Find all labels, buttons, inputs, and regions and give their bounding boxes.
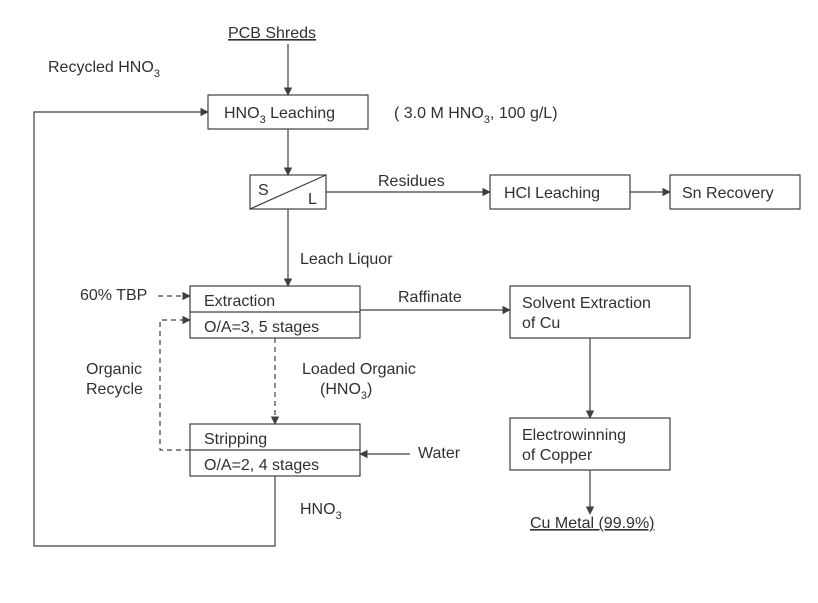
sn-recovery-label: Sn Recovery — [682, 185, 774, 202]
edge-e_strip_ext_recycle — [160, 320, 190, 450]
recycled-hno3-label: Recycled HNO3 — [48, 59, 160, 80]
ew-line2: of Copper — [522, 447, 593, 464]
stripping-line1: Stripping — [204, 431, 267, 448]
stripping-box: Stripping O/A=2, 4 stages — [190, 424, 360, 476]
tbp-label: 60% TBP — [80, 287, 147, 304]
solvent-extraction-cu-box: Solvent Extraction of Cu — [510, 286, 690, 338]
sx-cu-line2: of Cu — [522, 315, 560, 332]
hno3-out-label: HNO3 — [300, 501, 342, 522]
extraction-line2: O/A=3, 5 stages — [204, 319, 319, 336]
raffinate-label: Raffinate — [398, 289, 462, 306]
sx-cu-line1: Solvent Extraction — [522, 295, 651, 312]
loaded-organic-l1: Loaded Organic — [302, 361, 416, 378]
start-node-label: PCB Shreds — [228, 25, 316, 42]
sl-l-label: L — [308, 191, 317, 208]
leach-liquor-label: Leach Liquor — [300, 251, 393, 268]
hcl-leaching-label: HCl Leaching — [504, 185, 600, 202]
residues-label: Residues — [378, 173, 445, 190]
organic-recycle-l1: Organic — [86, 361, 142, 378]
extraction-box: Extraction O/A=3, 5 stages — [190, 286, 360, 338]
ew-line1: Electrowinning — [522, 427, 626, 444]
extraction-line1: Extraction — [204, 293, 275, 310]
flowchart-canvas: PCB Shreds HNO3 Leaching ( 3.0 M HNO3, 1… — [0, 0, 818, 603]
sl-separator-box: S L — [250, 175, 326, 209]
stripping-line2: O/A=2, 4 stages — [204, 457, 319, 474]
water-label: Water — [418, 445, 461, 462]
organic-recycle-l2: Recycle — [86, 381, 143, 398]
cu-metal-label: Cu Metal (99.9%) — [530, 515, 655, 532]
sl-s-label: S — [258, 182, 269, 199]
electrowinning-box: Electrowinning of Copper — [510, 418, 670, 470]
leaching-conditions-label: ( 3.0 M HNO3, 100 g/L) — [394, 105, 558, 126]
loaded-organic-l2: (HNO3) — [320, 381, 372, 402]
